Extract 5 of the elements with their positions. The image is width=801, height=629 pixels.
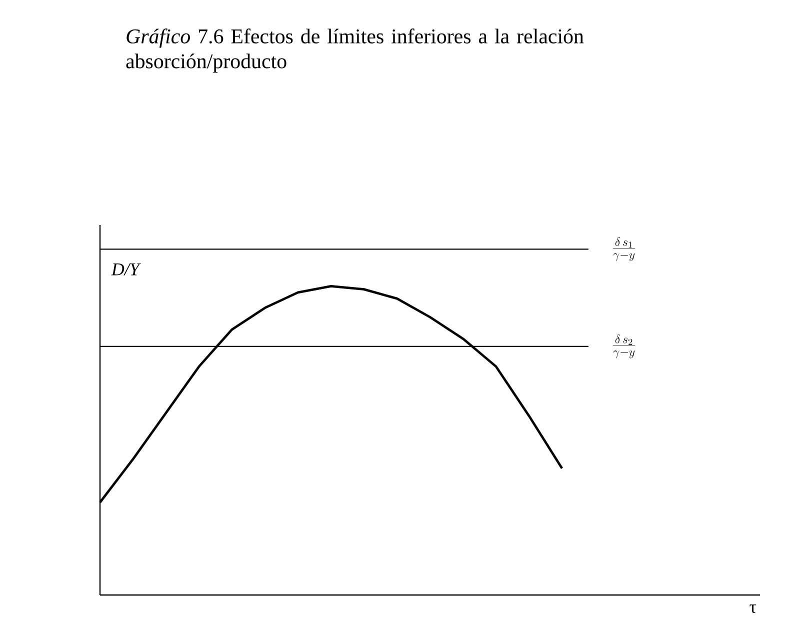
ref-line-label: $\frac{\delta\, s_1}{\gamma - y}$ <box>612 237 636 262</box>
y-axis-title: D/Y <box>111 263 141 276</box>
chart-title: Gráfico 7.6 Efectos de límites inferiores a la relación absorción/producto <box>126 28 584 73</box>
ref-line-label: $\frac{\delta\, s_2}{\gamma - y}$ <box>612 334 636 358</box>
x-axis-title: τ <box>750 604 756 613</box>
